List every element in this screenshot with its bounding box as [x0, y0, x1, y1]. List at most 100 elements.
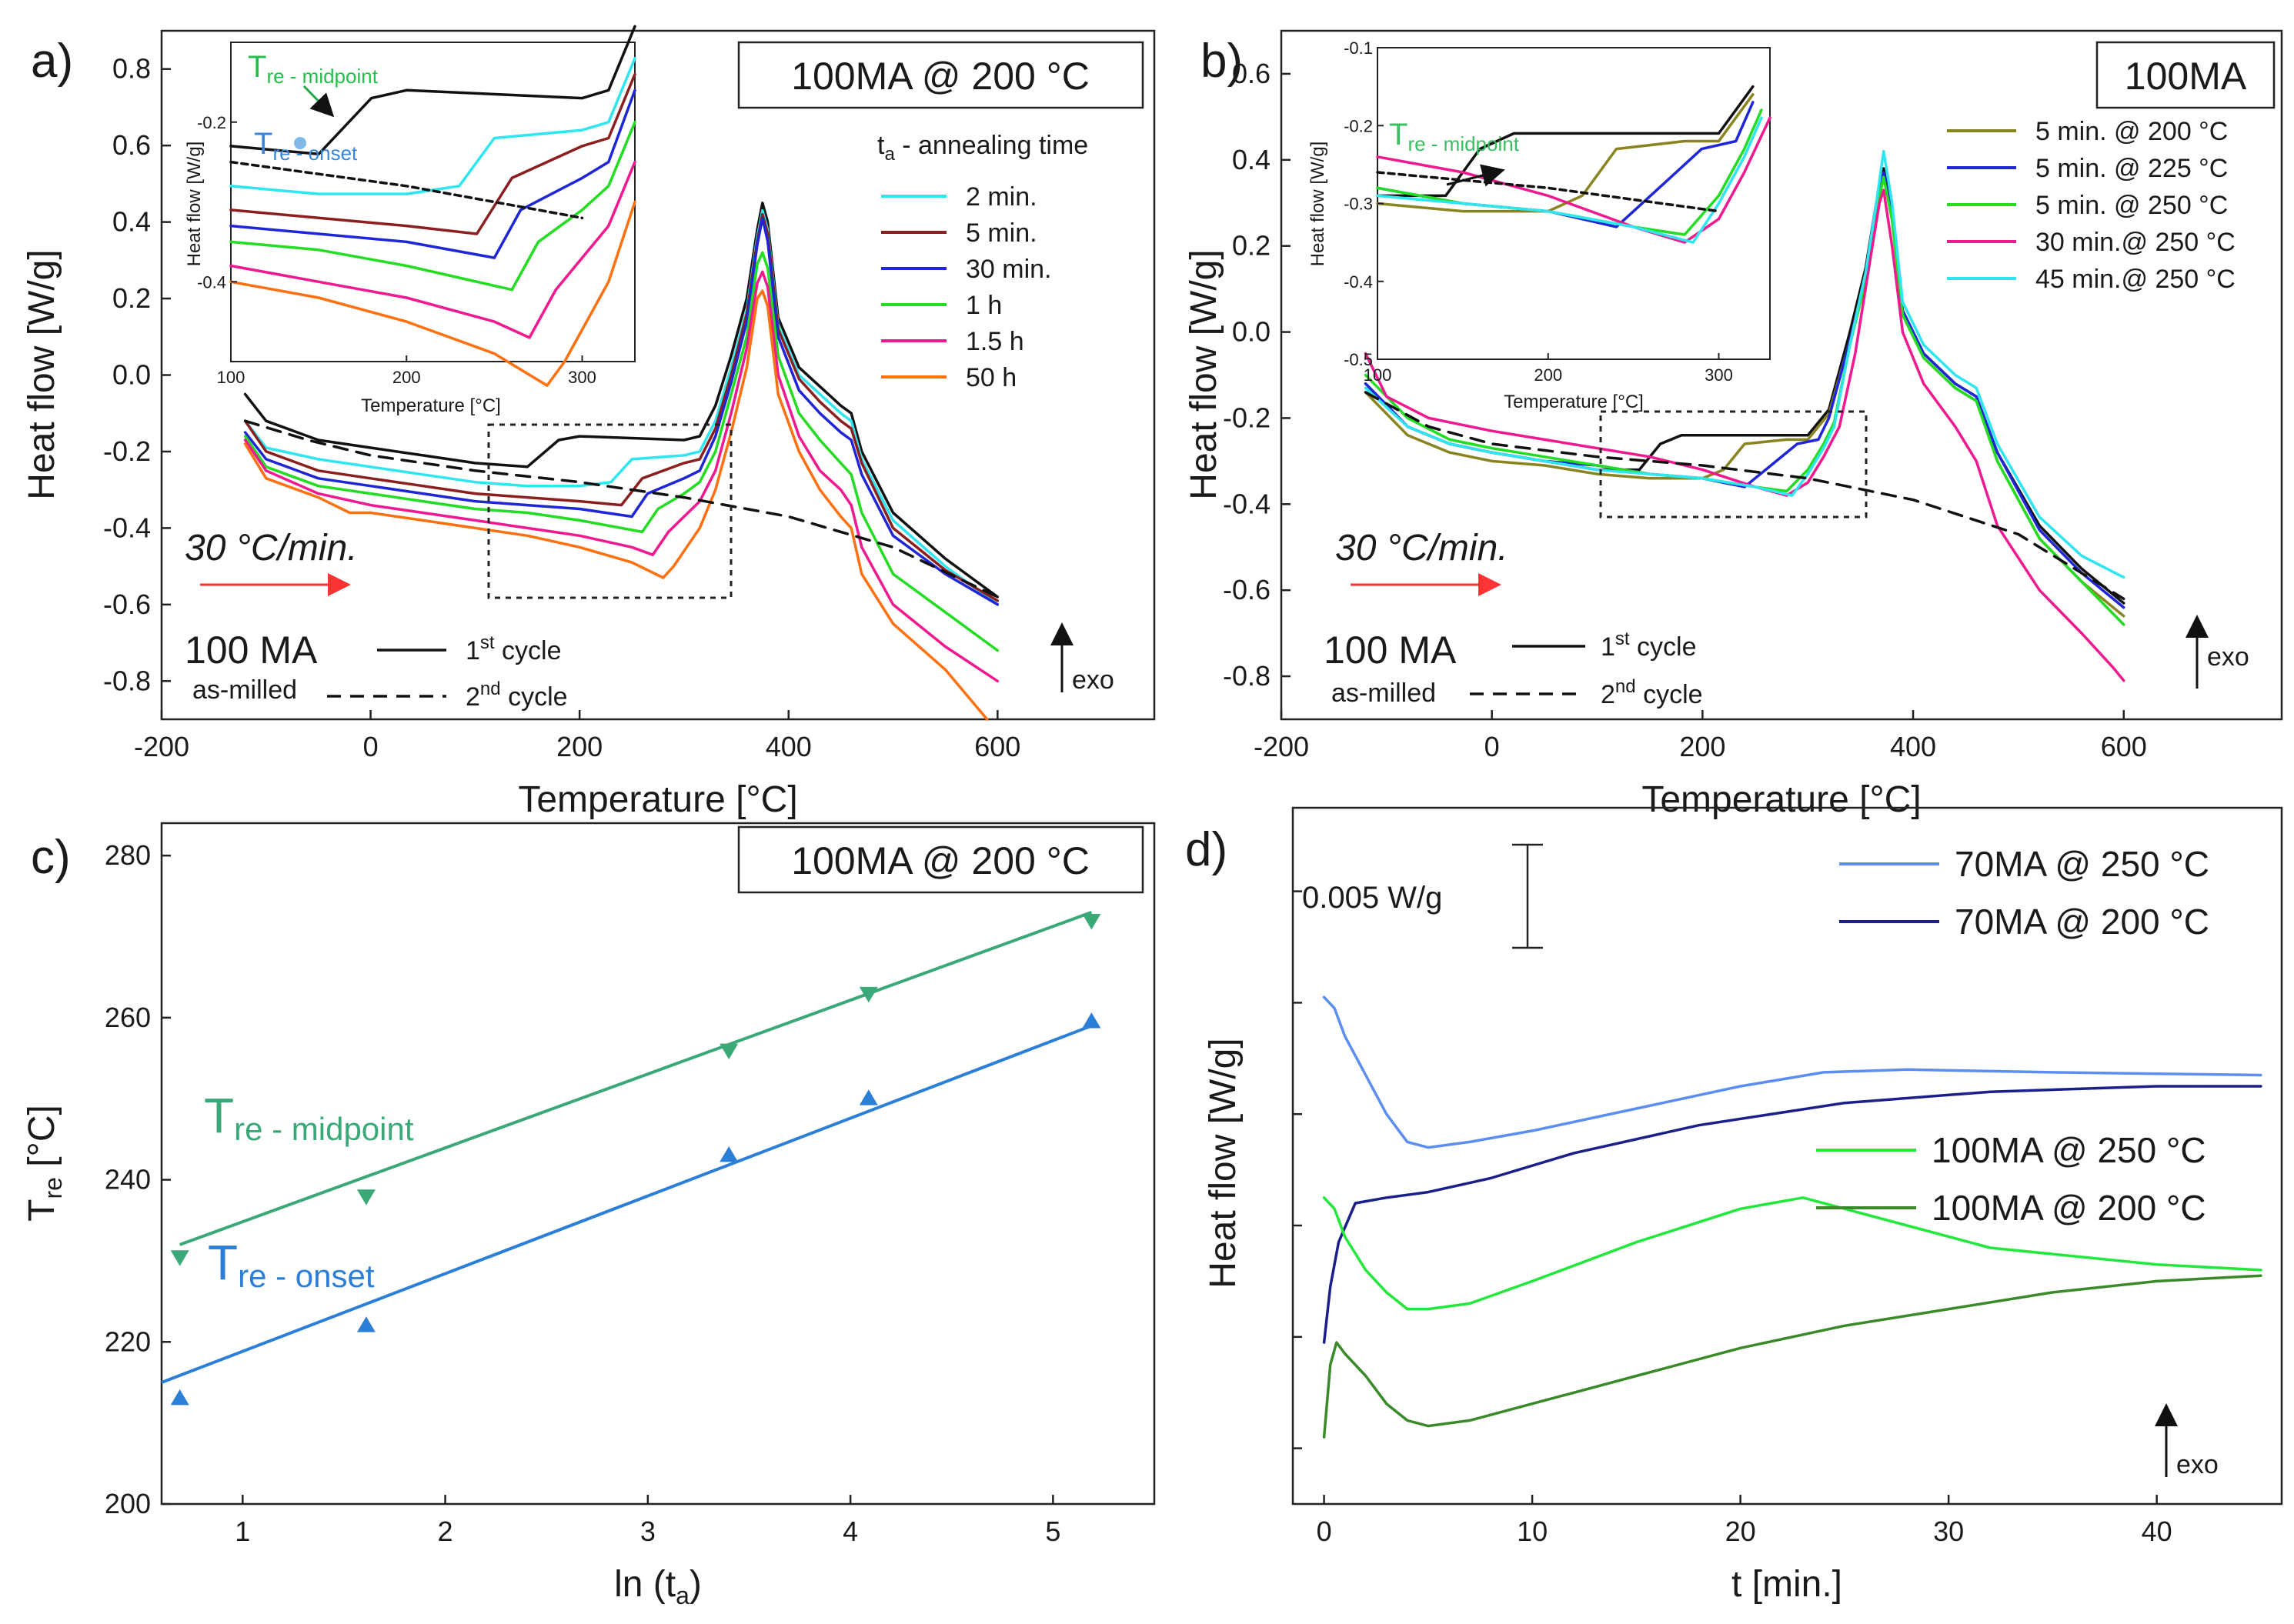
panel-a-ytick-label: 0.0 — [112, 359, 151, 391]
panel-c-xtick-label: 5 — [1045, 1516, 1060, 1547]
panel-c-ytick-label: 280 — [105, 839, 151, 871]
panel-a-ytick-label: 0.4 — [112, 206, 151, 238]
panel-c-ytick-label: 200 — [105, 1488, 151, 1519]
panel-a-legend-entry: 2 min. — [966, 182, 1037, 212]
panel-b-ytick-label: 0.4 — [1232, 144, 1271, 175]
panel-b-title: 100MA — [2125, 55, 2247, 98]
panel-a-ytick-label: 0.2 — [112, 282, 151, 314]
panel-c-xlabel: ln (ta) — [614, 1564, 702, 1609]
panel-a-inset-onset-marker — [294, 137, 306, 149]
panel-b-zoom-box — [1599, 410, 1868, 519]
panel-a-inset-xtick-label: 100 — [217, 368, 245, 387]
panel-a-inset-line — [229, 57, 636, 195]
panel-a-series-line — [243, 216, 1000, 606]
panel-a-series-line — [243, 251, 1000, 652]
panel-a-inset-frame — [230, 42, 636, 362]
panel-d-legend-entry: 100MA @ 200 °C — [1932, 1188, 2206, 1228]
panel-a-xlabel: Temperature [°C] — [518, 779, 797, 820]
panel-b-series-line — [1364, 188, 2125, 682]
panel-a-inset-ytick-label: -0.4 — [197, 272, 226, 292]
panel-a-rate-label: 30 °C/min. — [185, 528, 358, 569]
panel-b-y-ticks: -0.8 -0.6 -0.4 -0.2 0.0 0.2 0.4 0.6 — [1223, 58, 1291, 692]
panel-b-sample-label: 100 MA — [1324, 629, 1457, 672]
panel-b-legend: 5 min. @ 200 °C 5 min. @ 225 °C 5 min. @ 2… — [1947, 117, 2236, 294]
panel-d-xlabel: t [min.] — [1731, 1564, 1842, 1605]
panel-a-curves — [243, 202, 1000, 721]
panel-b-letter: b) — [1200, 35, 1243, 88]
panel-d-series-line — [1322, 1085, 2262, 1344]
panel-b-xtick-label: -200 — [1254, 731, 1309, 762]
panel-d-legend-entry: 70MA @ 250 °C — [1955, 844, 2209, 884]
panel-a-series-line — [243, 289, 989, 721]
panel-a-legend-title: ta - annealing time — [877, 131, 1088, 165]
panel-a-cycle2-label: 2nd cycle — [466, 679, 568, 712]
panel-b-inset-midpoint-label: Tre - midpoint — [1389, 118, 1520, 155]
panel-b-ytick-label: -0.6 — [1223, 574, 1271, 605]
panel-a-xtick-label: 200 — [556, 731, 603, 762]
panel-c-marker — [356, 1189, 376, 1205]
panel-a-ytick-label: -0.6 — [103, 589, 151, 620]
panel-a-xtick-label: 0 — [363, 731, 379, 762]
panel-a-inset-ytick-label: -0.2 — [197, 113, 226, 132]
panel-a-inset-xlabel: Temperature [°C] — [361, 395, 501, 416]
panel-a-xtick-label: -200 — [134, 731, 189, 762]
panel-b-inset-midpoint-arrow — [1446, 164, 1505, 187]
panel-d-xtick-label: 40 — [2142, 1516, 2172, 1547]
panel-b-ytick-label: 0.6 — [1232, 58, 1271, 89]
panel-c-xtick-label: 3 — [640, 1516, 656, 1547]
panel-a-inset-onset-label: Tre - onset — [254, 127, 358, 165]
panel-a-title-box — [737, 41, 1144, 109]
panel-c-x-ticks: 1 2 3 4 5 — [235, 1495, 1060, 1547]
panel-d-legend: 70MA @ 250 °C 70MA @ 200 °C 100MA @ 250 °C… — [1816, 844, 2209, 1228]
panel-a-zoom-box — [487, 423, 733, 599]
panel-a-cycle1-label: 1st cycle — [466, 632, 562, 665]
panel-c-onset-label: Tre - onset — [208, 1235, 375, 1294]
panel-b-series-line — [1364, 391, 2125, 601]
panel-b-ytick-label: -0.8 — [1223, 660, 1271, 692]
panel-b-exo-label: exo — [2207, 642, 2249, 672]
panel-d-xtick-label: 30 — [1933, 1516, 1964, 1547]
panel-d-scale-label: 0.005 W/g — [1302, 881, 1442, 915]
panel-b-xlabel: Temperature [°C] — [1641, 779, 1921, 820]
panel-b-legend-entry: 30 min.@ 250 °C — [2035, 228, 2236, 257]
panel-d-series-line — [1322, 1196, 2262, 1311]
panel-a: a) -200 0 200 400 600 -0.8 -0.6 -0.4 -0.2 0.0 0.2… — [22, 25, 1156, 820]
panel-b-inset-ytick-label: -0.4 — [1344, 272, 1373, 292]
panel-c-y-ticks: 200 220 240 260 280 — [105, 839, 171, 1519]
panel-a-inset-xtick-label: 200 — [392, 368, 421, 387]
panel-d-series-line — [1322, 995, 2262, 1149]
panel-b-ytick-label: 0.2 — [1232, 230, 1271, 262]
panel-d-curves — [1322, 995, 2262, 1439]
panel-a-exo-label: exo — [1072, 665, 1114, 695]
panel-d-legend-entry: 100MA @ 250 °C — [1932, 1130, 2206, 1170]
panel-d-xtick-label: 10 — [1517, 1516, 1548, 1547]
panel-c-marker — [859, 1089, 878, 1105]
panel-a-series-line — [243, 419, 1000, 599]
panel-d-y-ticks — [1293, 890, 1302, 1449]
panel-a-inset-ticks: 100 200 300 -0.4 -0.2 — [197, 113, 596, 387]
panel-a-series-line — [243, 212, 1000, 602]
panel-b-xtick-label: 0 — [1484, 731, 1500, 762]
panel-d-series-line — [1322, 1274, 2262, 1439]
panel-b-inset-xtick-label: 200 — [1534, 365, 1562, 385]
panel-a-inset-line — [229, 200, 636, 387]
panel-a-inset-curves — [229, 25, 636, 387]
panel-b-sample-sub: as-milled — [1331, 679, 1436, 708]
panel-c-title-box — [737, 825, 1144, 894]
panel-b-inset-ytick-label: -0.3 — [1344, 195, 1373, 214]
panel-a-y-ticks: -0.8 -0.6 -0.4 -0.2 0.0 0.2 0.4 0.6 0.8 — [103, 53, 171, 696]
panel-b-inset-ytick-label: -0.2 — [1344, 116, 1373, 135]
panel-c-ytick-label: 220 — [105, 1326, 151, 1357]
panel-b-ylabel: Heat flow [W/g] — [1184, 249, 1224, 499]
panel-c-midpoint-label: Tre - midpoint — [204, 1088, 414, 1147]
panel-b-inset: 100 200 300 -0.5 -0.4 -0.3 -0.2 -0.1 Temperatur… — [1307, 38, 1771, 412]
panel-b-ytick-label: -0.2 — [1223, 402, 1271, 433]
panel-b-inset-line — [1376, 93, 1755, 213]
panel-a-inset: 100 200 300 -0.4 -0.2 Temperature [°C] Heat … — [184, 25, 636, 416]
panel-a-inset-midpoint-label: Tre - midpoint — [248, 50, 379, 88]
panel-d-legend-entry: 70MA @ 200 °C — [1955, 902, 2209, 942]
panel-c-marker — [859, 986, 878, 1003]
panel-b-inset-curves — [1376, 85, 1771, 244]
panel-a-ylabel: Heat flow [W/g] — [22, 249, 62, 499]
